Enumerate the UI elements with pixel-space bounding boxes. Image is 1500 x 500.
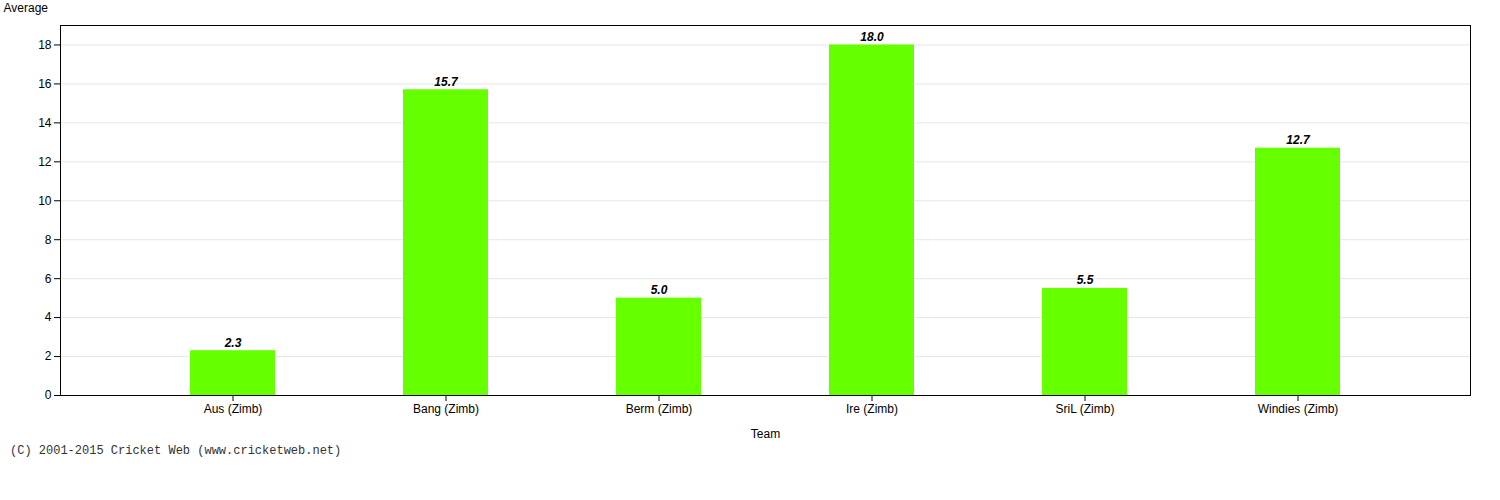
svg-text:0: 0 <box>45 388 52 402</box>
svg-text:SriL (Zimb): SriL (Zimb) <box>1056 402 1115 416</box>
svg-text:18: 18 <box>38 38 52 52</box>
svg-text:Ire (Zimb): Ire (Zimb) <box>846 402 898 416</box>
svg-text:Average: Average <box>4 1 49 15</box>
svg-text:5.5: 5.5 <box>1077 273 1094 287</box>
svg-text:6: 6 <box>45 271 52 285</box>
svg-text:Bang (Zimb): Bang (Zimb) <box>413 402 479 416</box>
svg-text:Berm (Zimb): Berm (Zimb) <box>626 402 693 416</box>
svg-text:14: 14 <box>38 116 52 130</box>
svg-text:12: 12 <box>38 155 52 169</box>
svg-text:18.0: 18.0 <box>860 30 884 44</box>
svg-text:Aus (Zimb): Aus (Zimb) <box>204 402 263 416</box>
svg-text:Team: Team <box>751 427 780 441</box>
svg-text:4: 4 <box>45 310 52 324</box>
html-text:(C) 2001-2015 Cricket Web (www: (C) 2001-2015 Cricket Web (www.cricketwe… <box>10 444 342 458</box>
svg-text:15.7: 15.7 <box>434 75 459 89</box>
svg-text:Windies (Zimb): Windies (Zimb) <box>1258 402 1339 416</box>
svg-text:2.3: 2.3 <box>224 336 242 350</box>
svg-text:10: 10 <box>38 194 52 208</box>
svg-text:8: 8 <box>45 233 52 247</box>
svg-text:12.7: 12.7 <box>1286 133 1311 147</box>
svg-text:2: 2 <box>45 349 52 363</box>
svg-text:5.0: 5.0 <box>651 283 668 297</box>
svg-text:16: 16 <box>38 77 52 91</box>
